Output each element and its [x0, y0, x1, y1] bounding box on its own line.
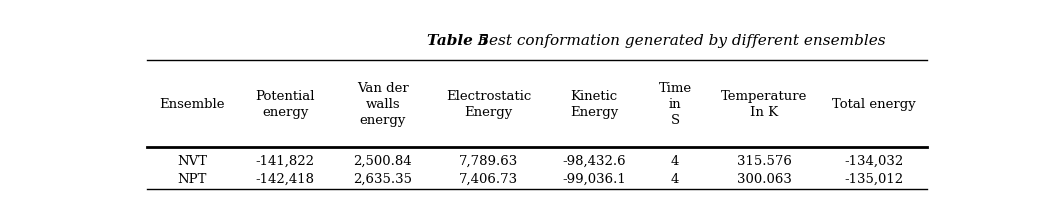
Text: -135,012: -135,012: [845, 173, 903, 186]
Text: Electrostatic
Energy: Electrostatic Energy: [445, 90, 531, 119]
Text: NPT: NPT: [177, 173, 206, 186]
Text: Ensemble: Ensemble: [159, 98, 224, 111]
Text: -134,032: -134,032: [845, 155, 903, 168]
Text: 4: 4: [671, 155, 679, 168]
Text: 7,789.63: 7,789.63: [459, 155, 518, 168]
Text: 2,500.84: 2,500.84: [353, 155, 412, 168]
Text: Kinetic
Energy: Kinetic Energy: [570, 90, 618, 119]
Text: 2,635.35: 2,635.35: [353, 173, 412, 186]
Text: Temperature
In K: Temperature In K: [721, 90, 808, 119]
Text: 315.576: 315.576: [737, 155, 792, 168]
Text: 4: 4: [671, 173, 679, 186]
Text: Time
in
S: Time in S: [658, 82, 692, 127]
Text: 7,406.73: 7,406.73: [459, 173, 518, 186]
Text: -142,418: -142,418: [256, 173, 314, 186]
Text: Potential
energy: Potential energy: [256, 90, 315, 119]
Text: Van der
walls
energy: Van der walls energy: [357, 82, 409, 127]
Text: Table 5: Table 5: [428, 34, 489, 48]
Text: -98,432.6: -98,432.6: [562, 155, 626, 168]
Text: -141,822: -141,822: [256, 155, 314, 168]
Text: Best conformation generated by different ensembles: Best conformation generated by different…: [468, 34, 886, 48]
Text: Total energy: Total energy: [832, 98, 916, 111]
Text: 300.063: 300.063: [737, 173, 792, 186]
Text: -99,036.1: -99,036.1: [562, 173, 626, 186]
Text: NVT: NVT: [177, 155, 206, 168]
